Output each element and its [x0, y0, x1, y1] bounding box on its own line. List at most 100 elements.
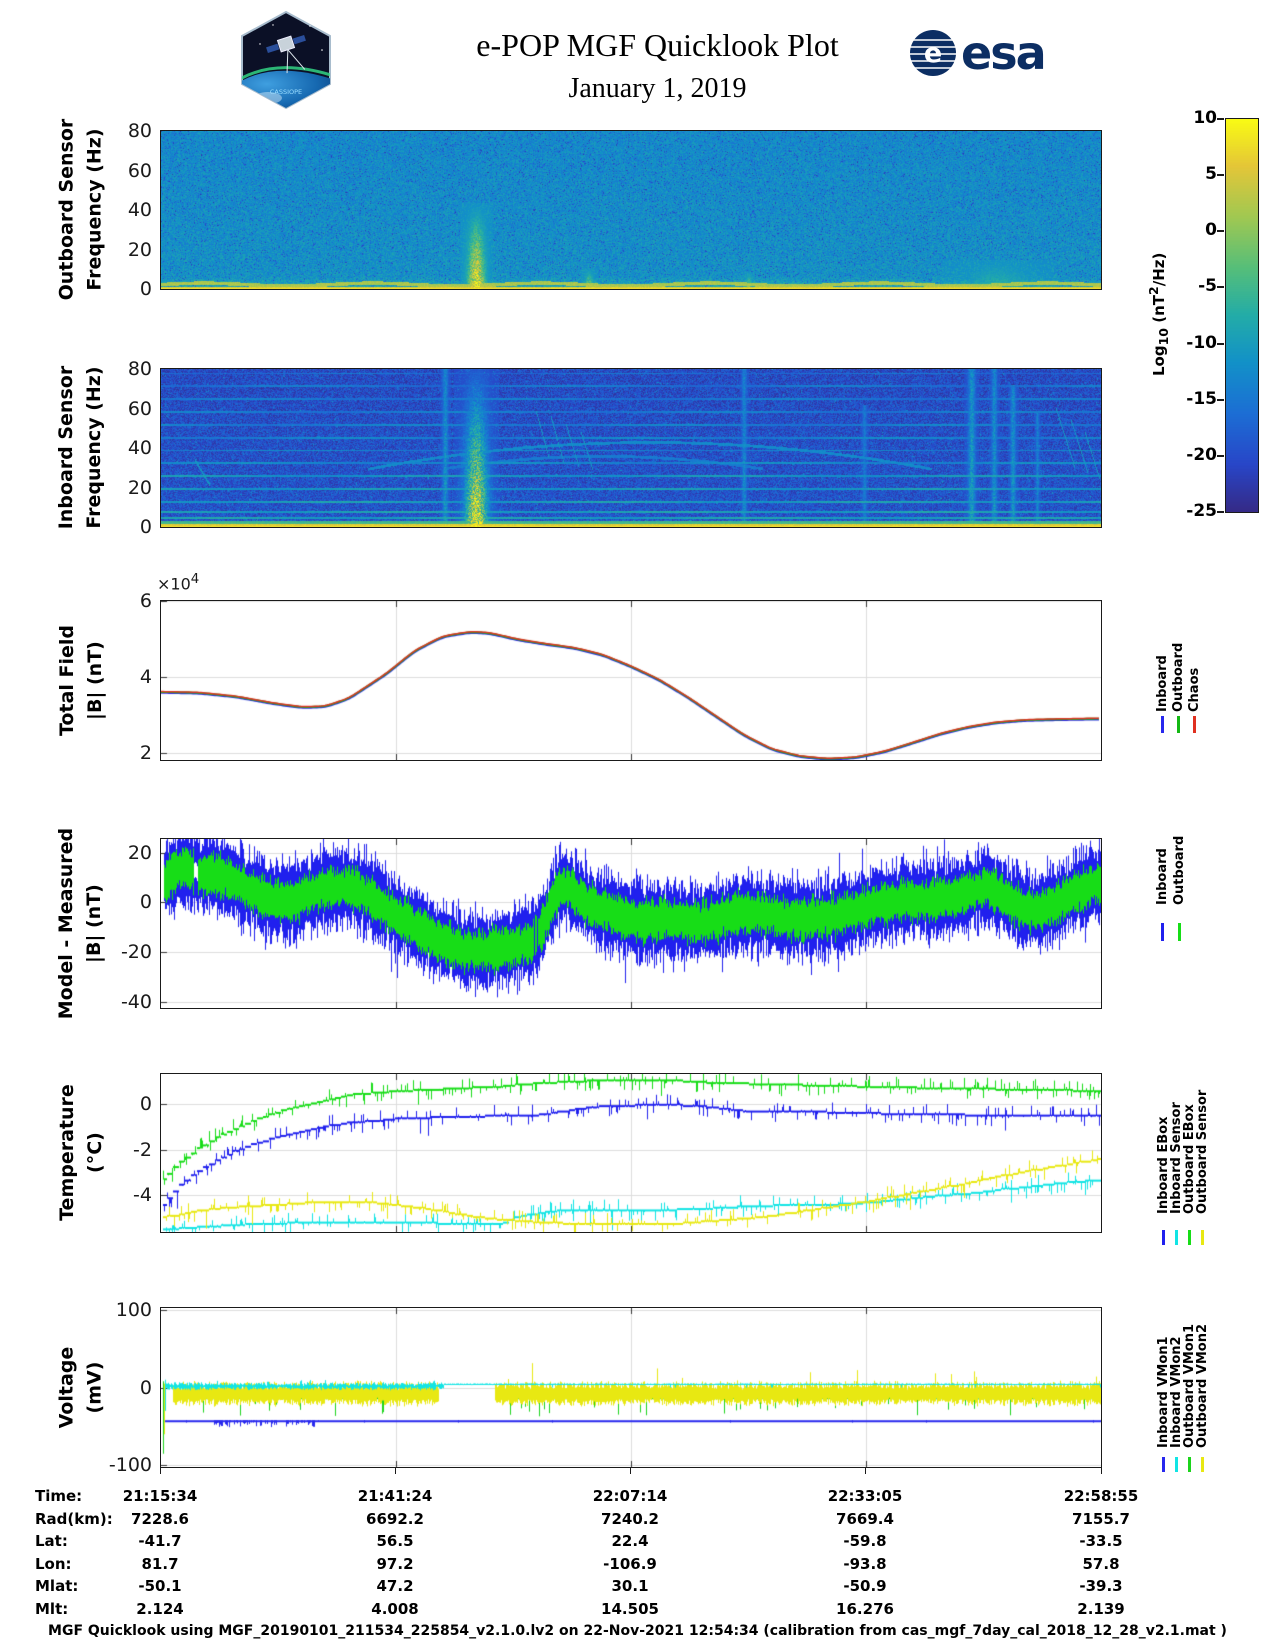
table-cell: 81.7 [141, 1554, 179, 1573]
colorbar-tick-label: 0 [1205, 220, 1217, 241]
svg-text:e: e [924, 38, 942, 69]
colorbar-label: Log10 (nT2/Hz) [1146, 253, 1171, 376]
y-tick-label: -2 [133, 1138, 152, 1161]
table-cell: 6692.2 [366, 1509, 424, 1528]
y-tick-label: 40 [127, 199, 152, 221]
colorbar-tick-label: -25 [1186, 501, 1217, 521]
table-cell: 7240.2 [601, 1509, 659, 1528]
y-tick-label: 0 [139, 891, 152, 914]
colorbar-tick-mark [1217, 230, 1224, 233]
table-row-mlat: Mlat: -50.1 47.2 30.1 -50.9 -39.3 [0, 1577, 1275, 1599]
table-cell: -41.7 [138, 1532, 182, 1550]
table-row-mlt: Mlt: 2.124 4.008 14.505 16.276 2.139 [0, 1600, 1275, 1622]
exponent-sup: 4 [190, 572, 200, 587]
table-cell: 47.2 [376, 1577, 414, 1595]
exponent-base: ×10 [157, 574, 191, 594]
colorbar-tick-mark [1217, 511, 1224, 513]
colorbar-tick-label: -5 [1198, 276, 1217, 297]
y-tick-label: 40 [127, 437, 152, 459]
legend-label-outboard-sensor: Outboard Sensor [1195, 1089, 1210, 1214]
voltage-panel [160, 1307, 1102, 1468]
x-tick-mark [1101, 1468, 1102, 1474]
legend-color-mark [1175, 1457, 1178, 1472]
table-row-lat: Lat: -41.7 56.5 22.4 -59.8 -33.5 [0, 1532, 1275, 1554]
y-tick-label: 20 [127, 841, 152, 864]
table-cell: -106.9 [603, 1554, 657, 1573]
y-tick-label: 80 [127, 358, 152, 380]
y-tick-label: 0 [139, 278, 152, 300]
table-cell: 21:15:34 [122, 1487, 198, 1505]
x-tick-mark [160, 1468, 161, 1474]
patch-caption: CASSIOPE [270, 88, 302, 96]
colorbar-tick-mark [1217, 342, 1224, 345]
table-cell: 57.8 [1082, 1554, 1120, 1573]
cassiope-mission-patch: CASSIOPE [240, 10, 332, 114]
colorbar-tick-label: -20 [1186, 444, 1217, 465]
table-cell: -59.8 [843, 1532, 887, 1550]
page-title: e-POP MGF Quicklook Plot [476, 27, 839, 63]
table-row-label: Lon: [35, 1554, 72, 1573]
legend-label-outboard: Outboard [1171, 642, 1186, 712]
y-tick-label: 0 [139, 1376, 152, 1399]
legend-label-inboard: Inboard [1155, 655, 1170, 712]
colorbar-canvas [1226, 119, 1258, 512]
total-field-panel [160, 600, 1102, 761]
footer-caption: MGF Quicklook using MGF_20190101_211534_… [48, 1623, 1227, 1639]
temperature-panel [160, 1073, 1102, 1233]
legend-label-outboard-vmon2: Outboard VMon2 [1195, 1323, 1210, 1448]
colorbar-label-mid: (nT [1150, 294, 1168, 328]
table-cell: 22:33:05 [827, 1487, 903, 1505]
colorbar-tick-mark [1217, 174, 1224, 177]
table-row-lon: Lon: 81.7 97.2 -106.9 -93.8 57.8 [0, 1555, 1275, 1577]
y-tick-label: 100 [115, 1298, 152, 1321]
inboard-spectrogram-panel [160, 368, 1102, 528]
y-tick-label: 4 [139, 666, 152, 689]
table-row-label: Mlt: [35, 1599, 69, 1618]
colorbar-tick-mark [1217, 398, 1224, 401]
y-tick-label: 2 [139, 742, 152, 765]
y-tick-label: 60 [127, 397, 152, 420]
colorbar-tick-label: -15 [1186, 388, 1217, 409]
table-cell: 2.139 [1077, 1599, 1125, 1618]
y-tick-label: 0 [139, 1093, 152, 1116]
esa-globe-icon: e [910, 30, 956, 76]
legend-color-mark [1193, 716, 1196, 733]
x-tick-mark [630, 1468, 631, 1474]
legend-label-inboard: Inboard [1155, 848, 1170, 905]
table-row-label: Mlat: [35, 1577, 79, 1595]
table-cell: -33.5 [1079, 1532, 1123, 1550]
table-cell: -50.1 [138, 1577, 182, 1595]
y-tick-label: 80 [127, 120, 152, 142]
figure-title-block: e-POP MGF Quicklook Plot January 1, 2019 [40, 26, 1275, 106]
y-tick-label: 60 [127, 159, 152, 182]
table-cell: 16.276 [836, 1599, 894, 1618]
table-cell: 97.2 [376, 1554, 414, 1573]
outboard-spectrogram-panel [160, 130, 1102, 290]
legend-color-mark [1177, 716, 1180, 733]
y-tick-label: -40 [120, 990, 152, 1013]
table-row-time: Time: 21:15:34 21:41:24 22:07:14 22:33:05 22:… [0, 1487, 1275, 1509]
temperature-canvas [161, 1074, 1101, 1232]
table-cell: -93.8 [843, 1554, 887, 1573]
y-tick-label: 20 [127, 476, 152, 499]
colorbar [1225, 118, 1259, 513]
table-cell: 7228.6 [131, 1509, 189, 1528]
legend-color-mark [1188, 1457, 1191, 1472]
y-tick-label: -20 [120, 941, 152, 964]
y-tick-label: 0 [139, 516, 152, 538]
colorbar-tick-label: 5 [1205, 164, 1217, 185]
legend-label-outboard: Outboard [1172, 835, 1187, 905]
table-cell: 2.124 [136, 1599, 184, 1618]
model-minus-measured-canvas [161, 839, 1101, 1008]
table-cell: 21:41:24 [357, 1487, 433, 1505]
y-tick-label: 20 [127, 238, 152, 261]
voltage-canvas [161, 1308, 1101, 1467]
legend-color-mark [1161, 923, 1164, 941]
x-tick-mark [395, 1468, 396, 1474]
table-cell: 7155.7 [1072, 1509, 1130, 1528]
legend-color-mark [1201, 1457, 1204, 1472]
table-cell: -50.9 [843, 1577, 887, 1595]
colorbar-tick-mark [1217, 118, 1224, 120]
inboard-spectrogram-canvas [161, 369, 1101, 527]
total-field-canvas [161, 601, 1101, 760]
